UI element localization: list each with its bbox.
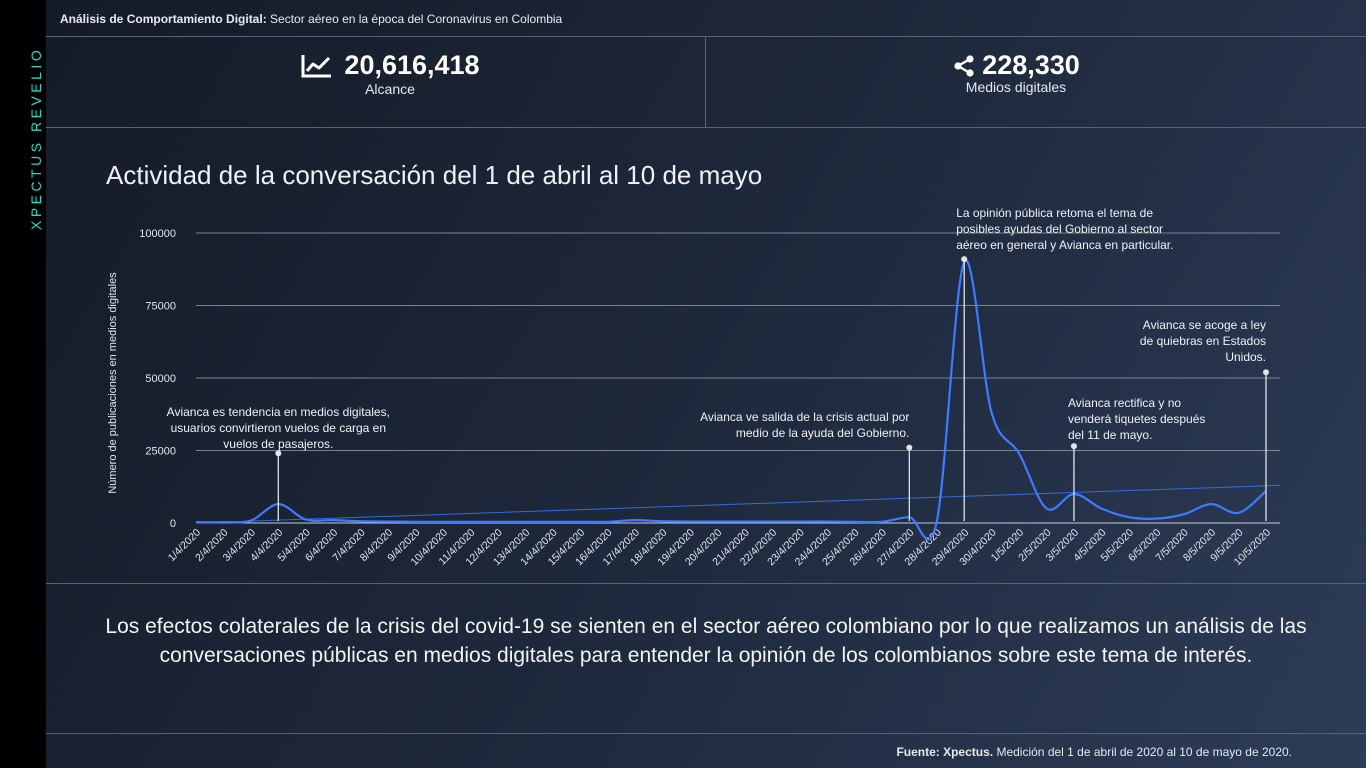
divider-top [46, 36, 1366, 37]
source-rest: Medición del 1 de abril de 2020 al 10 de… [993, 745, 1292, 759]
divider-footer [46, 733, 1366, 734]
line-chart-icon [301, 54, 332, 77]
kpi-medios-label: Medios digitales [965, 79, 1067, 95]
annotation-text: Avianca es tendencia en medios digitales… [167, 405, 390, 419]
y-tick-label: 25000 [145, 446, 176, 458]
source-note: Fuente: Xpectus. Medición del 1 de abril… [896, 745, 1292, 759]
annotation-text: venderá tiquetes después [1068, 412, 1205, 426]
header-bold: Análisis de Comportamiento Digital: [60, 12, 267, 26]
annotation-marker [1263, 369, 1269, 376]
chart-title: Actividad de la conversación del 1 de ab… [106, 160, 763, 190]
annotation-text: posibles ayudas del Gobierno al sector [956, 222, 1163, 236]
share-icon [954, 54, 974, 77]
y-tick-label: 100000 [139, 228, 176, 240]
annotation-text: de quiebras en Estados [1140, 334, 1266, 348]
summary-text: Los efectos colaterales de la crisis del… [105, 615, 1307, 667]
annotation-marker [961, 256, 968, 263]
activity-chart: 0 25000 50000 75000 100000 Número de publicac… [107, 206, 1281, 568]
divider-chart-bottom [46, 583, 1366, 584]
kpi-alcance-value: 20,616,418 [344, 50, 480, 80]
annotation-text: La opinión pública retoma el tema de [956, 206, 1153, 220]
annotation-text: Avianca rectifica y no [1068, 396, 1181, 410]
page-header: Análisis de Comportamiento Digital: Sect… [60, 12, 562, 26]
kpi-medios: 228,330 Medios digitales [866, 50, 1166, 120]
annotation-text: medio de la ayuda del Gobierno. [736, 426, 909, 440]
y-axis-label: Número de publicaciones en medios digita… [107, 272, 119, 494]
divider-kpi [705, 36, 706, 127]
annotation-text: Avianca ve salida de la crisis actual po… [700, 410, 909, 424]
annotation-text: vuelos de pasajeros. [223, 437, 333, 451]
y-tick-label: 0 [170, 518, 176, 530]
annotation-text: Unidos. [1225, 350, 1266, 364]
header-rest: Sector aéreo en la época del Coronavirus… [266, 12, 563, 26]
trend-line [195, 484, 1281, 524]
series-line [195, 259, 1267, 541]
annotation-marker [1070, 443, 1077, 450]
y-tick-label: 50000 [145, 373, 176, 385]
y-tick-label: 75000 [145, 301, 176, 313]
divider-kpi-bottom [46, 127, 1366, 128]
annotation-text: Avianca se acoge a ley [1143, 318, 1266, 332]
kpi-alcance: 20,616,418 Alcance [240, 50, 540, 120]
annotation-marker [275, 450, 282, 457]
sidebar: XPECTUS REVELIO [0, 0, 46, 768]
annotation-text: usuarios convirtieron vuelos de carga en [171, 421, 386, 435]
source-bold: Fuente: Xpectus. [896, 745, 994, 759]
annotation-text: aéreo en general y Avianca en particular… [956, 238, 1173, 252]
kpi-medios-value: 228,330 [982, 50, 1080, 80]
brand-label: XPECTUS REVELIO [28, 46, 44, 230]
dashboard-panel: Análisis de Comportamiento Digital: Sect… [46, 0, 1366, 768]
kpi-alcance-label: Alcance [365, 81, 415, 97]
annotation-marker [906, 444, 913, 451]
annotation-text: del 11 de mayo. [1068, 428, 1153, 442]
